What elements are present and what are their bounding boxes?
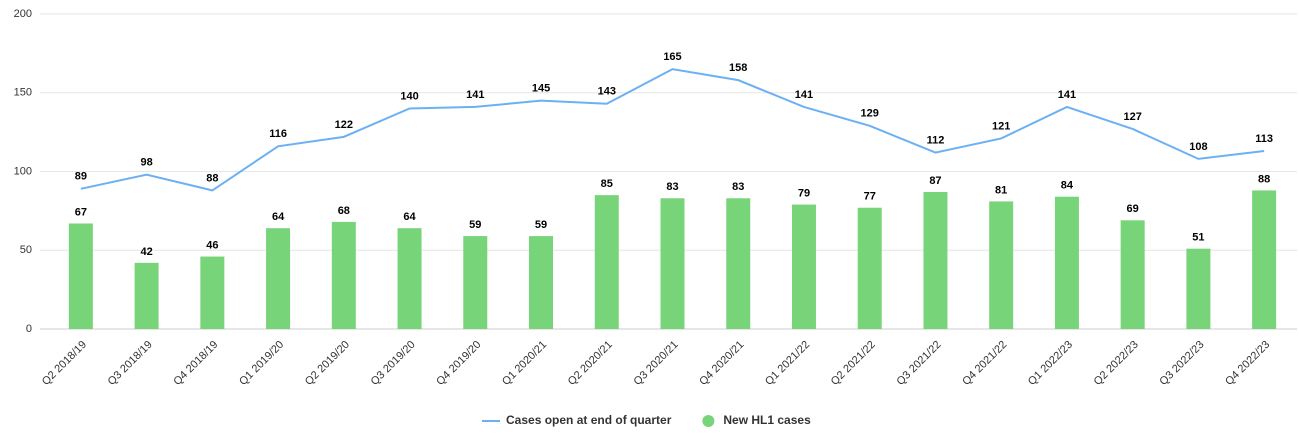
bar [857,207,882,329]
data-label: 83 [732,181,744,193]
data-label: 158 [729,62,747,74]
legend-label: Cases open at end of quarter [506,413,672,427]
x-tick-label: Q1 2022/23 [1026,339,1075,388]
data-label: 81 [995,184,1007,196]
x-tick-label: Q2 2021/22 [829,339,878,388]
bar [200,256,225,329]
x-tick-label: Q4 2019/20 [434,339,483,388]
x-tick-label: Q1 2020/21 [500,339,549,388]
data-label: 79 [798,187,810,199]
bar [134,262,159,329]
data-label: 165 [663,51,681,63]
y-tick-label: 150 [14,87,32,99]
legend-label: New HL1 cases [723,413,811,427]
data-label: 121 [992,120,1010,132]
data-label: 141 [795,89,813,101]
data-label: 51 [1192,232,1204,244]
bar [1186,248,1211,329]
data-label: 143 [598,86,616,98]
data-label: 67 [75,206,87,218]
data-label: 129 [861,108,879,120]
data-label: 113 [1255,133,1273,145]
x-tick-label: Q2 2019/20 [303,339,352,388]
data-label: 141 [466,89,484,101]
x-tick-label: Q4 2018/19 [171,339,220,388]
legend-dot [702,415,715,427]
data-label: 84 [1061,180,1074,192]
y-tick-label: 0 [26,323,32,335]
data-label: 83 [666,181,678,193]
bar [923,191,948,329]
data-label: 59 [469,219,481,231]
x-tick-label: Q3 2019/20 [369,339,418,388]
x-tick-label: Q2 2020/21 [566,339,615,388]
line [80,68,1265,192]
data-label: 87 [929,175,941,187]
x-tick-label: Q1 2021/22 [763,339,812,388]
data-label: 127 [1123,111,1141,123]
y-tick-label: 200 [14,8,32,20]
data-label: 116 [269,128,287,140]
bar [463,236,488,329]
x-tick-label: Q3 2021/22 [894,339,943,388]
bar [331,221,356,329]
x-tick-label: Q4 2020/21 [697,339,746,388]
data-label: 141 [1058,89,1076,101]
data-label: 64 [272,211,285,223]
bar [791,204,816,329]
bar [1054,196,1079,329]
y-tick-label: 100 [14,165,32,177]
data-label: 98 [140,157,152,169]
bar [660,198,685,329]
data-label: 59 [535,219,547,231]
data-label: 42 [140,246,152,258]
data-label: 140 [400,90,418,102]
bar [529,236,554,329]
data-label: 88 [1258,173,1270,185]
data-label: 88 [206,172,218,184]
bar [397,228,422,329]
y-tick-label: 50 [20,244,32,256]
x-tick-label: Q1 2019/20 [237,339,286,388]
x-tick-label: Q2 2018/19 [40,339,89,388]
data-label: 89 [75,171,87,183]
data-label: 46 [206,239,218,251]
data-label: 77 [864,191,876,203]
data-label: 122 [335,119,353,131]
data-label: 69 [1127,203,1139,215]
x-tick-label: Q3 2018/19 [106,339,155,388]
x-tick-label: Q2 2022/23 [1092,339,1141,388]
x-tick-label: Q3 2020/21 [632,339,681,388]
data-label: 85 [601,178,613,190]
data-label: 64 [403,211,416,223]
data-label: 145 [532,83,550,95]
x-tick-label: Q4 2021/22 [960,339,1009,388]
data-label: 68 [338,205,350,217]
bar [266,228,291,329]
x-tick-label: Q4 2022/23 [1223,339,1272,388]
bar [726,198,751,329]
data-label: 108 [1189,141,1207,153]
bar [68,223,93,329]
bar [594,195,619,329]
bar [1120,220,1145,329]
data-label: 112 [927,135,945,147]
bar [1252,190,1277,329]
bar [989,201,1014,329]
x-tick-label: Q3 2022/23 [1157,339,1206,388]
